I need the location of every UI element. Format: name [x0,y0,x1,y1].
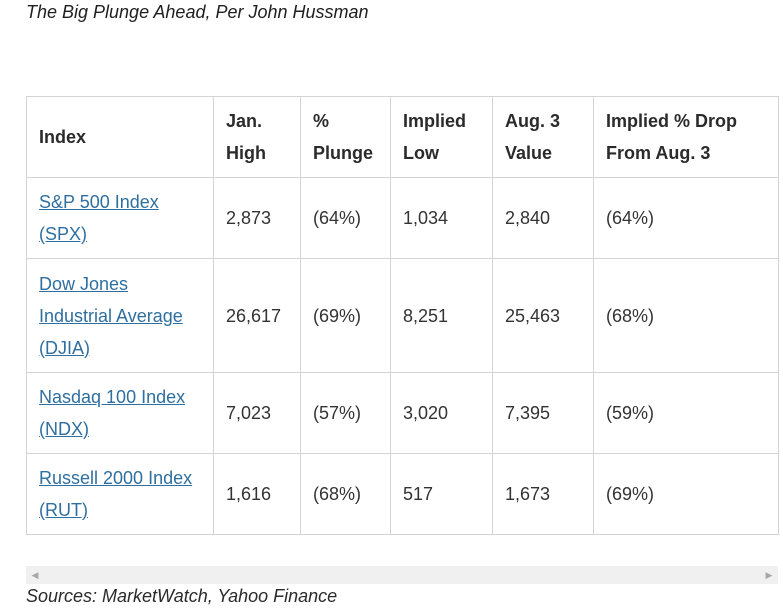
table-row: Nasdaq 100 Index (NDX) 7,023 (57%) 3,020… [26,372,779,454]
implied-drop-cell: (64%) [593,177,779,259]
implied-drop-cell: (59%) [593,372,779,454]
table-row: S&P 500 Index (SPX) 2,873 (64%) 1,034 2,… [26,177,779,259]
plunge-cell: (64%) [300,177,391,259]
index-link-ndx[interactable]: Nasdaq 100 Index (NDX) [39,387,186,439]
implied-low-cell: 8,251 [390,258,493,373]
header-jan-high: Jan. High [213,96,301,178]
horizontal-scrollbar[interactable]: ◀ ▶ [26,566,778,584]
jan-high-cell: 2,873 [213,177,301,259]
index-link-djia[interactable]: Dow Jones Industrial Average (DJIA) [39,273,183,358]
index-cell: S&P 500 Index (SPX) [26,177,214,259]
plunge-cell: (69%) [300,258,391,373]
header-implied-drop: Implied % Drop From Aug. 3 [593,96,779,178]
implied-low-cell: 1,034 [390,177,493,259]
scroll-left-arrow-icon[interactable]: ◀ [31,570,39,580]
aug3-value-cell: 7,395 [492,372,594,454]
header-index: Index [26,96,214,178]
data-table-container: Index Jan. High % Plunge Implied Low Aug… [26,96,779,535]
plunge-cell: (68%) [300,453,391,535]
header-percent-plunge: % Plunge [300,96,391,178]
jan-high-cell: 26,617 [213,258,301,373]
scroll-right-arrow-icon[interactable]: ▶ [765,570,773,580]
index-link-spx[interactable]: S&P 500 Index (SPX) [39,192,159,244]
implied-drop-cell: (68%) [593,258,779,373]
header-aug3-value: Aug. 3 Value [492,96,594,178]
aug3-value-cell: 2,840 [492,177,594,259]
implied-low-cell: 3,020 [390,372,493,454]
jan-high-cell: 7,023 [213,372,301,454]
index-table: Index Jan. High % Plunge Implied Low Aug… [26,96,779,535]
index-cell: Dow Jones Industrial Average (DJIA) [26,258,214,373]
implied-drop-cell: (69%) [593,453,779,535]
sources-note: Sources: MarketWatch, Yahoo Finance [26,586,338,606]
table-caption: The Big Plunge Ahead, Per John Hussman [26,2,369,22]
table-row: Dow Jones Industrial Average (DJIA) 26,6… [26,258,779,373]
table-row: Russell 2000 Index (RUT) 1,616 (68%) 517… [26,453,779,535]
table-header-row: Index Jan. High % Plunge Implied Low Aug… [26,96,779,178]
index-cell: Russell 2000 Index (RUT) [26,453,214,535]
index-link-rut[interactable]: Russell 2000 Index (RUT) [39,468,193,520]
jan-high-cell: 1,616 [213,453,301,535]
aug3-value-cell: 25,463 [492,258,594,373]
implied-low-cell: 517 [390,453,493,535]
aug3-value-cell: 1,673 [492,453,594,535]
header-implied-low: Implied Low [390,96,493,178]
plunge-cell: (57%) [300,372,391,454]
index-cell: Nasdaq 100 Index (NDX) [26,372,214,454]
